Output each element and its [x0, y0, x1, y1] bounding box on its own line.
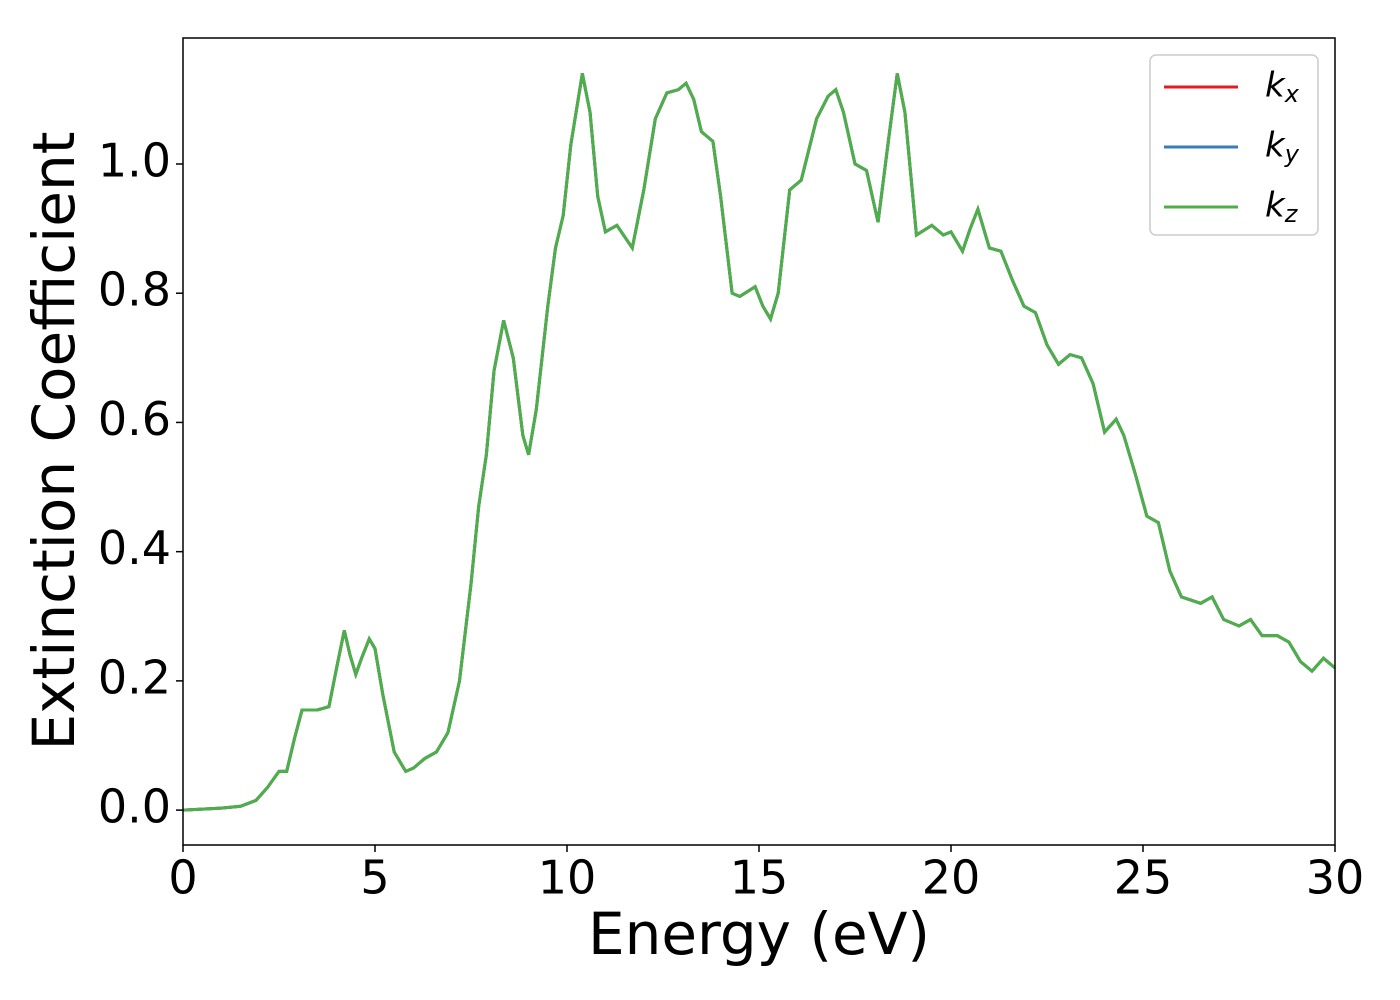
x-tick-label: 10 — [538, 851, 597, 905]
x-axis-label: Energy (eV) — [588, 900, 930, 968]
y-tick-label: 0.2 — [98, 650, 171, 704]
y-axis-label: Extinction Coefficient — [20, 132, 88, 751]
x-tick-label: 15 — [730, 851, 789, 905]
y-tick-label: 0.4 — [98, 521, 171, 575]
x-tick-label: 25 — [1114, 851, 1173, 905]
x-tick-label: 5 — [360, 851, 389, 905]
x-tick-label: 20 — [922, 851, 981, 905]
y-tick-label: 1.0 — [98, 133, 171, 187]
line-series — [183, 73, 1335, 812]
legend-box — [1149, 54, 1319, 236]
y-tick-label: 0.6 — [98, 392, 171, 446]
y-tick-label: 0.0 — [98, 780, 171, 834]
x-tick-label: 30 — [1306, 851, 1365, 905]
y-tick-label: 0.8 — [98, 263, 171, 317]
plot-frame — [182, 37, 1336, 846]
x-tick-label: 0 — [168, 851, 197, 905]
